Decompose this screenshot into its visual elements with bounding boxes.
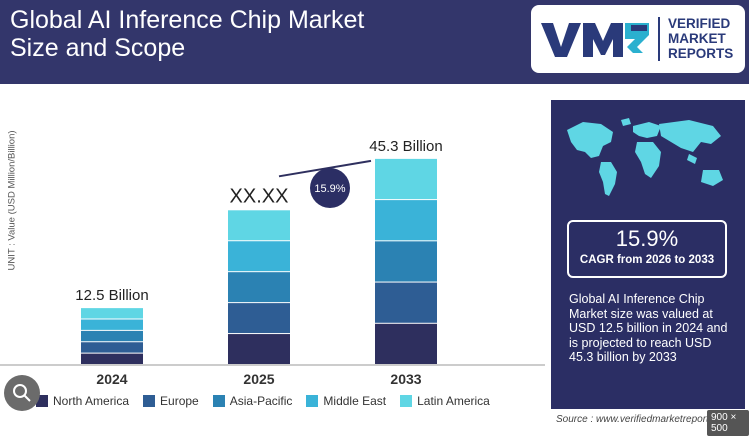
bar-segment-2025-europe [228,303,290,334]
bar-data-label: 45.3 Billion [369,138,442,155]
title-line-1: Global AI Inference Chip Market [10,6,365,34]
header-banner: Global AI Inference Chip Market Size and… [0,0,749,84]
legend-swatch [306,395,319,407]
chart-legend: North America Europe Asia-Pacific Middle Ea… [36,394,504,408]
logo-text-market: MARKET [668,31,726,46]
legend-item: Latin America [400,394,490,408]
summary-panel: 15.9% CAGR from 2026 to 2033 Global AI I… [551,100,745,409]
legend-item: Asia-Pacific [212,394,293,408]
legend-swatch [143,395,156,407]
bar-data-label: 12.5 Billion [75,287,148,304]
bar-segment-2033-middle-east [375,200,437,241]
bar-segment-2025-asia-pacific [228,272,290,303]
cagr-bubble [310,168,350,208]
world-map-icon [567,118,723,196]
bar-segment-2024-north-america [81,353,143,364]
vmr-logo-mark-icon [541,23,649,57]
bar-segment-2025-north-america [228,334,290,364]
bar-segment-2024-latin-america [81,308,143,319]
cagr-value: 15.9% [615,226,679,251]
source-note: Source : www.verifiedmarketreports [556,414,714,425]
legend-swatch [400,395,413,407]
bar-data-label: XX.XX [230,185,289,207]
bar-segment-2025-middle-east [228,241,290,272]
x-tick-label: 2025 [243,371,274,387]
bar-segment-2033-europe [375,282,437,323]
bar-segment-2025-latin-america [228,210,290,241]
bar-segment-2024-europe [81,342,143,353]
legend-label: Asia-Pacific [229,394,293,408]
logo-text-verified: VERIFIED [668,16,731,31]
lens-search-icon[interactable] [4,375,40,411]
bar-segment-2024-asia-pacific [81,330,143,342]
bar-segment-2033-north-america [375,323,437,364]
x-tick-label: 2024 [96,371,127,387]
market-description: Global AI Inference Chip Market size was… [569,292,728,364]
cagr-connector-line [278,159,372,178]
legend-item: North America [36,394,129,408]
legend-item: Middle East [306,394,386,408]
legend-swatch [212,395,225,407]
legend-label: Europe [160,394,199,408]
legend-label: North America [53,394,130,408]
bar-segment-2033-asia-pacific [375,241,437,282]
legend-label: Latin America [417,394,490,408]
cagr-box: 15.9% CAGR from 2026 to 2033 [567,220,727,278]
bar-segment-2033-latin-america [375,158,437,200]
image-size-badge: 900 × 500 [707,410,749,436]
title-line-2: Size and Scope [10,34,186,62]
cagr-label: CAGR from 2026 to 2033 [579,254,715,266]
x-tick-label: 2033 [390,371,421,387]
logo-wordmark: VERIFIED MARKET REPORTS [668,16,733,61]
legend-item: Europe [143,394,199,408]
cagr-bubble-label: 15.9% [314,183,345,195]
page-title: Global AI Inference Chip Market Size and… [10,6,364,62]
stacked-bar-chart: 2024 12.5 Billion 2025 XX.XX 2033 45.3 Billio… [0,138,545,387]
logo-separator [658,17,660,61]
logo: VERIFIED MARKET REPORTS [531,5,745,73]
bar-segment-2024-middle-east [81,319,143,330]
logo-text-reports: REPORTS [668,46,734,61]
legend-label: Middle East [323,394,387,408]
